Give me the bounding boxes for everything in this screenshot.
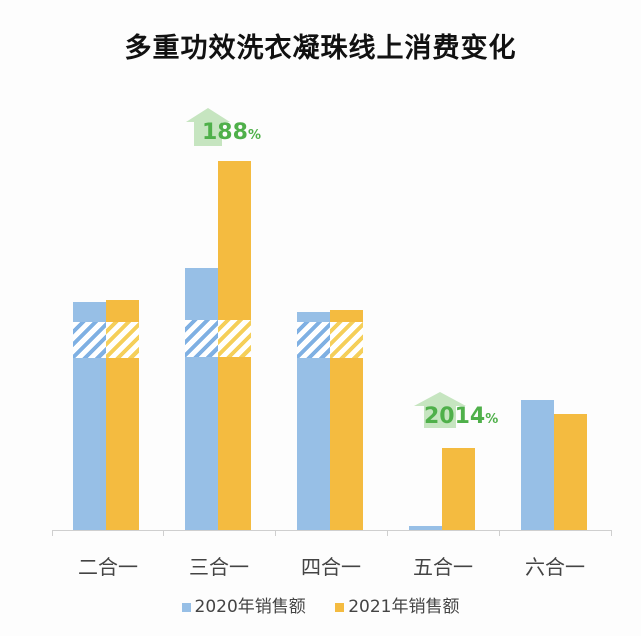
bar-2020-wuheyi [409, 526, 442, 530]
growth-annotation-sanheyi: 188% [186, 108, 276, 148]
category-label: 二合一 [78, 555, 138, 579]
x-axis-tick [275, 530, 276, 536]
x-axis-tick [499, 530, 500, 536]
growth-label: 2014% [424, 404, 498, 429]
axis-break-2020-sanheyi [185, 320, 218, 357]
category-label: 三合一 [189, 555, 249, 579]
legend: 2020年销售额 2021年销售额 [0, 592, 641, 617]
axis-break-2021-sanheyi [218, 320, 251, 357]
category-label: 六合一 [525, 555, 585, 579]
legend-swatch-orange [335, 602, 345, 612]
growth-value: 2014 [424, 404, 486, 429]
x-axis-tick [163, 530, 164, 536]
legend-label: 2021年销售额 [348, 597, 460, 617]
growth-unit: % [247, 128, 261, 143]
axis-break-2021-erheyi [106, 322, 139, 358]
growth-annotation-wuheyi: 2014% [414, 392, 514, 432]
chart-title: 多重功效洗衣凝珠线上消费变化 [124, 33, 517, 64]
bar-2020-liuheyi [521, 400, 554, 530]
bar-2020-sanheyi [185, 268, 218, 530]
up-arrow-icon [186, 108, 230, 122]
category-label: 四合一 [301, 555, 361, 579]
bar-2021-wuheyi [442, 448, 475, 530]
growth-label: 188% [202, 120, 261, 145]
legend-item-2021: 2021年销售额 [335, 592, 459, 617]
legend-swatch-blue [181, 602, 191, 612]
axis-break-2021-siheyi [330, 322, 363, 358]
up-arrow-body [424, 406, 456, 428]
growth-value: 188 [202, 120, 248, 145]
legend-item-2020: 2020年销售额 [181, 592, 306, 617]
bar-2021-liuheyi [554, 414, 587, 530]
axis-break-2020-erheyi [73, 322, 106, 358]
up-arrow-body [194, 122, 222, 146]
x-axis-tick [52, 530, 53, 536]
up-arrow-icon [414, 392, 466, 406]
x-axis-tick [387, 530, 388, 536]
axis-break-2020-siheyi [297, 322, 330, 358]
legend-label: 2020年销售额 [194, 597, 306, 617]
category-label: 五合一 [413, 555, 473, 579]
growth-unit: % [485, 412, 499, 427]
x-axis-line [52, 530, 612, 531]
x-axis-tick [611, 530, 612, 536]
